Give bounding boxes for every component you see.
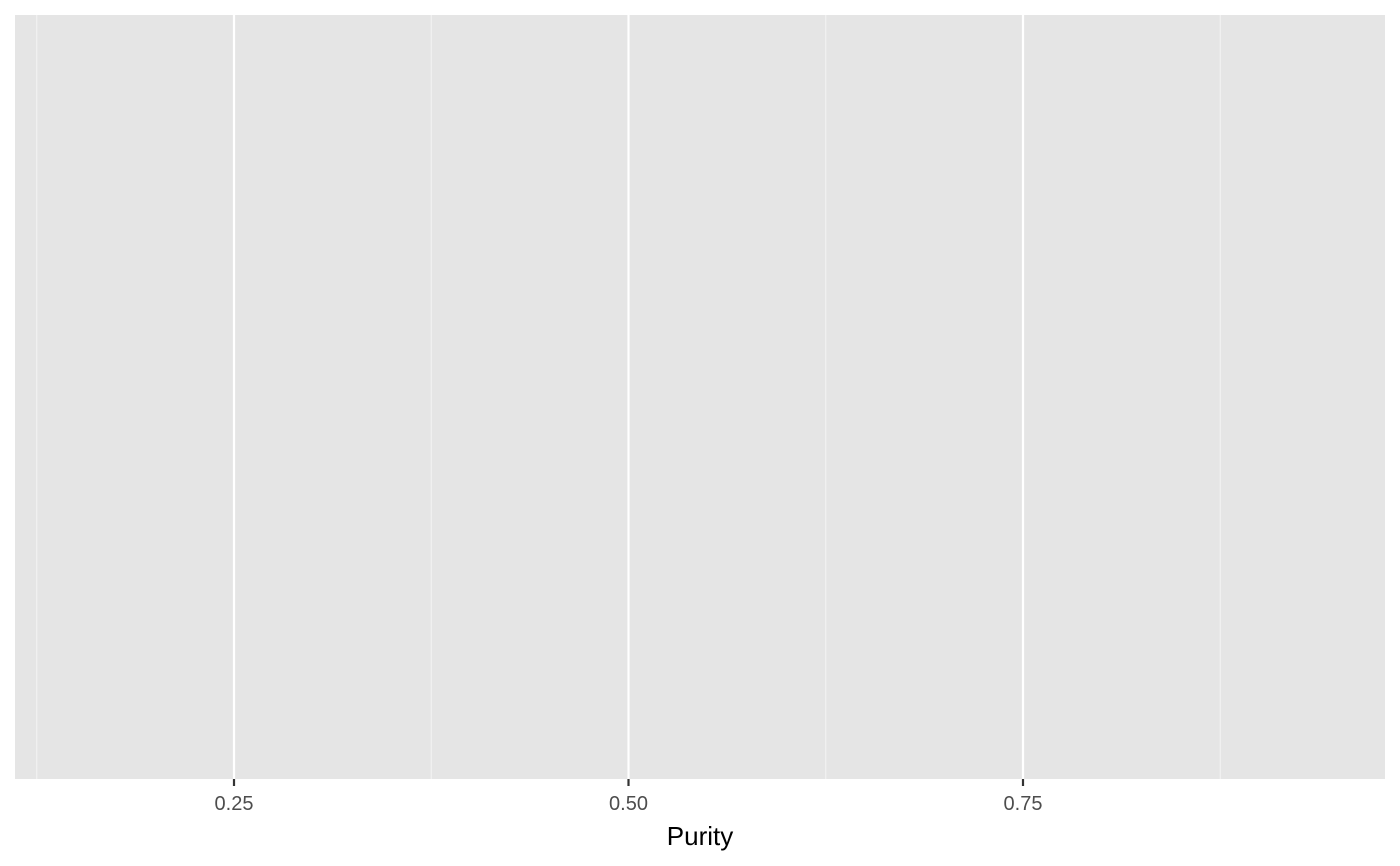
x-tick-label: 0.50 (609, 793, 648, 815)
x-tick-label: 0.75 (1004, 793, 1043, 815)
x-axis-ticks (234, 779, 1023, 786)
x-tick-label: 0.25 (215, 793, 254, 815)
x-axis-tick-labels: 0.25 0.50 0.75 (215, 793, 1043, 815)
x-axis-title: Purity (667, 821, 733, 851)
plot-panel (15, 15, 1385, 779)
